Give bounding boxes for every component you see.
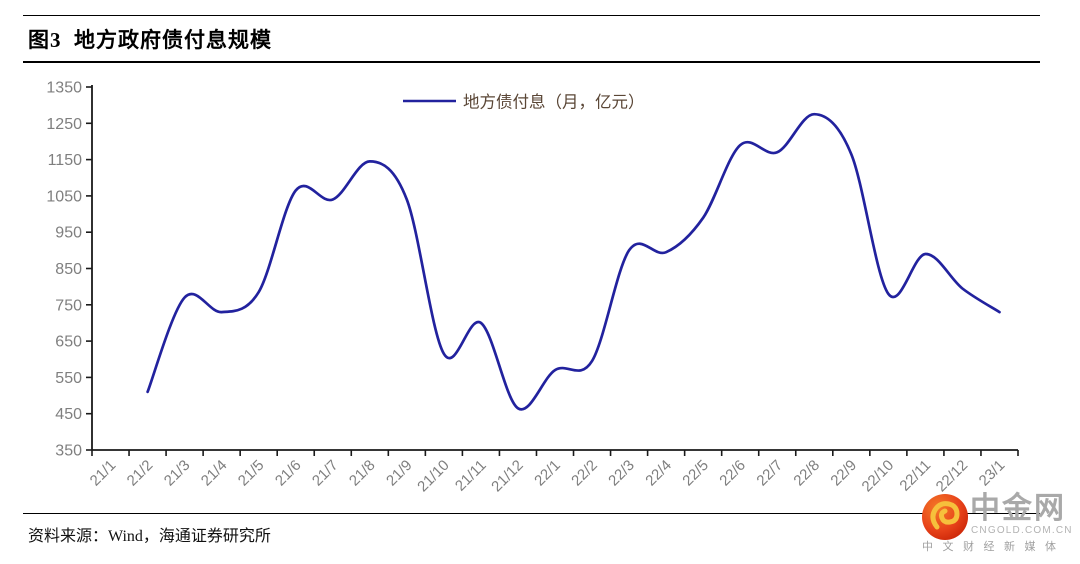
x-tick-label: 21/5 [235,457,268,490]
x-tick-label: 22/9 [827,457,860,490]
figure-title: 图3 地方政府债付息规模 [28,28,272,52]
logo-circle [922,494,968,540]
y-tick-label: 350 [55,443,82,460]
x-tick-label: 22/3 [605,457,638,490]
y-tick-label: 1050 [46,188,82,205]
x-tick-label: 21/4 [198,457,231,490]
x-tick-label: 21/1 [87,457,120,490]
x-tick-label: 21/3 [161,457,194,490]
y-tick-label: 1250 [46,116,82,133]
x-tick-label: 22/4 [642,457,675,490]
x-tick-label: 22/5 [679,457,712,490]
watermark-tagline: 中文财经新媒体 [922,541,1066,553]
x-tick-label: 21/6 [272,457,305,490]
logo-swirl [930,501,960,530]
x-tick-label: 21/12 [488,457,527,496]
y-tick-label: 1350 [46,80,82,97]
y-tick-label: 950 [55,225,82,242]
x-tick-label: 21/10 [414,457,453,496]
x-tick-label: 23/1 [976,457,1009,490]
series-line [146,112,1001,411]
x-tick-label: 21/11 [452,457,490,495]
y-tick-label: 450 [55,406,82,423]
x-tick-label: 21/9 [383,457,416,490]
x-tick-label: 22/1 [531,457,564,490]
cngold-watermark: 中金网 CNGOLD.COM.CN 中文财经新媒体 [898,488,1080,558]
watermark-brand: 中金网 [970,492,1066,525]
x-tick-label: 22/10 [859,457,898,496]
y-tick-label: 850 [55,261,82,278]
y-tick-label: 1150 [48,152,83,169]
x-tick-label: 22/6 [716,457,749,490]
x-tick-label: 21/2 [124,457,157,490]
y-tick-label: 550 [55,370,82,387]
bottom-divider [23,513,1040,514]
y-tick-label: 750 [55,297,82,314]
top-divider [23,15,1040,16]
y-tick-label: 650 [55,334,82,351]
x-tick-label: 22/2 [568,457,601,490]
x-tick-label: 21/7 [309,457,342,490]
legend-label: 地方债付息（月，亿元） [463,93,645,112]
cngold-logo-icon [922,494,968,540]
x-tick-label: 22/7 [753,457,786,490]
source-note: 资料来源：Wind，海通证券研究所 [28,528,271,545]
x-tick-label: 22/8 [790,457,823,490]
title-divider [23,61,1040,63]
x-tick-label: 21/8 [346,457,379,490]
watermark-domain: CNGOLD.COM.CN [971,525,1073,536]
